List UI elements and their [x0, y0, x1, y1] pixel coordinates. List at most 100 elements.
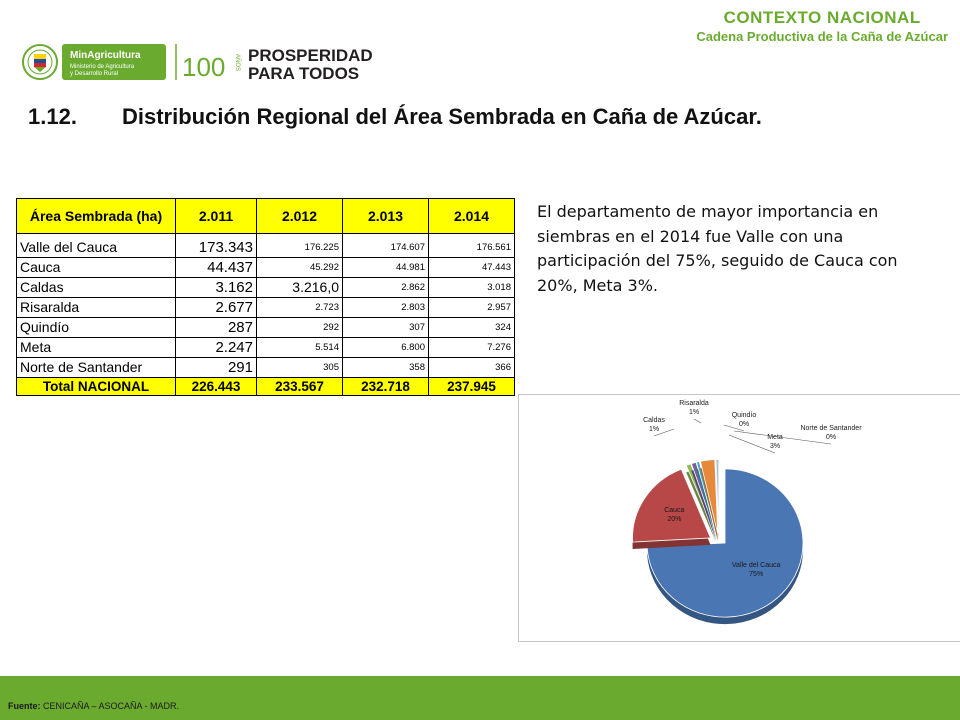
cell-2012: 305 [256, 357, 343, 378]
pie-chart-box: Valle del Cauca 75% Cauca 20% Caldas 1% Risara… [518, 394, 960, 642]
table-row: Caldas 3.162 3.216,0 2.862 3.018 [16, 277, 515, 298]
slice-value-label: 20% [667, 516, 681, 523]
table-row: Valle del Cauca 173.343 176.225 174.607 … [16, 233, 515, 258]
pie-slice-side [696, 468, 717, 541]
ministry-name: MinAgricultura [70, 50, 141, 61]
slice-value-label: 75% [749, 571, 763, 578]
pie-slice [646, 468, 804, 618]
cell-2011: 173.343 [175, 233, 257, 258]
slice-name-label: Norte de Santander [800, 425, 862, 432]
cell-2011: 291 [175, 357, 257, 378]
cell-2013: 174.607 [342, 233, 429, 258]
cell-2012: 3.216,0 [256, 277, 343, 298]
slice-name-label: Valle del Cauca [732, 562, 781, 569]
pie-chart: Valle del Cauca75%Cauca20%Caldas1%Risara… [632, 400, 862, 625]
coat-of-arms-icon [22, 44, 58, 80]
row-name: Quindío [16, 317, 176, 338]
anniversary-logo: 100 AÑOS [182, 52, 241, 82]
source-text: CENICAÑA – ASOCAÑA - MADR. [40, 701, 180, 711]
ministry-line2: y Desarrollo Rural [70, 71, 118, 77]
slide-title-text: Distribución Regional del Área Sembrada … [122, 104, 762, 129]
header-cell-2012: 2.012 [256, 198, 343, 234]
cell-2013: 358 [342, 357, 429, 378]
cell-2011: 2.247 [175, 337, 257, 358]
row-name: Risaralda [16, 297, 176, 318]
slogan-line1: PROSPERIDAD [248, 46, 373, 65]
leader-line [653, 428, 675, 437]
slogan-logo: PROSPERIDAD PARA TODOS [248, 46, 373, 83]
cell-2012: 2.723 [256, 297, 343, 318]
pie-slice-side [686, 470, 716, 542]
table-total-row: Total NACIONAL 226.443 233.567 232.718 2… [16, 377, 515, 396]
pie-slice-label: Norte de Santander 0% [733, 425, 862, 445]
slogan-line2: PARA TODOS [248, 64, 359, 83]
cell-2011: 287 [175, 317, 257, 338]
slice-name-label: Meta [767, 434, 783, 441]
pie-slice [715, 459, 720, 534]
table-row: Risaralda 2.677 2.723 2.803 2.957 [16, 297, 515, 318]
cell-2013: 44.981 [342, 257, 429, 278]
cell-2011: 44.437 [175, 257, 257, 278]
cell-2012: 5.514 [256, 337, 343, 358]
ministry-logo: MinAgricultura Ministerio de Agricultura… [62, 44, 166, 80]
source-note: Fuente: CENICAÑA – ASOCAÑA - MADR. [8, 701, 179, 711]
slice-name-label: Cauca [664, 507, 684, 514]
cell-2013: 2.862 [342, 277, 429, 298]
context-header: CONTEXTO NACIONAL Cadena Productiva de l… [696, 8, 948, 44]
total-2013: 232.718 [342, 377, 429, 396]
row-name: Norte de Santander [16, 357, 176, 378]
slice-value-label: 1% [689, 409, 699, 416]
header-cell-2011: 2.011 [175, 198, 257, 234]
cell-2013: 2.803 [342, 297, 429, 318]
slice-value-label: 0% [739, 421, 749, 428]
cell-2014: 2.957 [428, 297, 515, 318]
pie-slice [699, 459, 719, 534]
cell-2012: 45.292 [256, 257, 343, 278]
header-cell-label: Área Sembrada (ha) [16, 198, 176, 234]
row-name: Caldas [16, 277, 176, 298]
footer-bar: Fuente: CENICAÑA – ASOCAÑA - MADR. [0, 676, 960, 720]
total-2012: 233.567 [256, 377, 343, 396]
cell-2014: 176.561 [428, 233, 515, 258]
table-row: Quindío 287 292 307 324 [16, 317, 515, 338]
cell-2014: 324 [428, 317, 515, 338]
ministry-line1: Ministerio de Agricultura [70, 64, 135, 70]
slide-title: 1.12. Distribución Regional del Área Semb… [28, 104, 762, 130]
table-row: Norte de Santander 291 305 358 366 [16, 357, 515, 378]
anniversary-word: AÑOS [234, 54, 241, 71]
cell-2011: 2.677 [175, 297, 257, 318]
cell-2014: 366 [428, 357, 515, 378]
row-name: Cauca [16, 257, 176, 278]
pie-slice [632, 468, 712, 543]
slice-value-label: 3% [770, 443, 780, 450]
cell-2013: 307 [342, 317, 429, 338]
leader-line [693, 418, 702, 424]
cell-2014: 47.443 [428, 257, 515, 278]
slice-value-label: 0% [826, 434, 836, 441]
pie-slice-label: Quindío 0% [723, 412, 756, 432]
leader-line [723, 424, 745, 432]
row-name: Valle del Cauca [16, 233, 176, 258]
total-2014: 237.945 [428, 377, 515, 396]
table-row: Cauca 44.437 45.292 44.981 47.443 [16, 257, 515, 278]
area-table: Área Sembrada (ha) 2.011 2.012 2.013 2.0… [16, 198, 515, 396]
total-2011: 226.443 [175, 377, 257, 396]
context-subtitle: Cadena Productiva de la Caña de Azúcar [696, 29, 948, 44]
source-label: Fuente: [8, 701, 41, 711]
cell-2014: 7.276 [428, 337, 515, 358]
table-row: Meta 2.247 5.514 6.800 7.276 [16, 337, 515, 358]
logo-bar: MinAgricultura Ministerio de Agricultura… [22, 44, 373, 83]
leader-line [733, 430, 832, 445]
row-name: Meta [16, 337, 176, 358]
pie-slice-label: Valle del Cauca 75% [732, 562, 781, 578]
leader-line [728, 434, 776, 454]
description-text: El departamento de mayor importancia en … [537, 202, 898, 295]
header-cell-2014: 2.014 [428, 198, 515, 234]
cell-2014: 3.018 [428, 277, 515, 298]
slice-value-label: 1% [649, 426, 659, 433]
anniversary-number: 100 [182, 52, 225, 82]
total-name: Total NACIONAL [16, 377, 176, 396]
header-cell-2013: 2.013 [342, 198, 429, 234]
cell-2012: 176.225 [256, 233, 343, 258]
pie-slice [695, 461, 717, 534]
